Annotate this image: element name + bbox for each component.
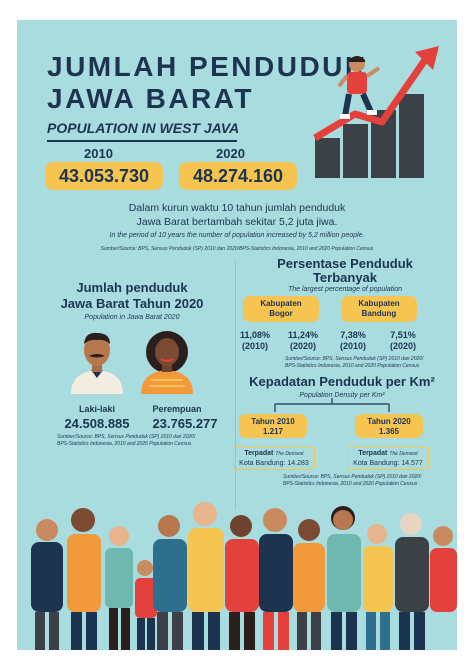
bandung-2010-value: 7,38% xyxy=(340,330,366,340)
densest-2010-en: The Densest xyxy=(275,451,304,457)
subtitle-underline xyxy=(47,140,237,142)
title-line-1: JUMLAH PENDUDUK xyxy=(47,51,368,82)
bandung-2020-value: 7,51% xyxy=(390,330,416,340)
male-label: Laki-laki xyxy=(78,404,116,414)
percentage-source-2: BPS-Statistics Indonesia, 2010 and 2020 … xyxy=(285,363,420,369)
growth-english: In the period of 10 years the number of … xyxy=(109,232,365,239)
percentage-title-2: Terbanyak xyxy=(312,270,378,285)
densest-2010-value: Kota Bandung: 14.283 xyxy=(239,460,309,467)
climbing-man-icon xyxy=(337,56,381,119)
bandung-2020-year: (2020) xyxy=(389,341,416,351)
pop2020-subtitle: Population in Jawa Barat 2020 xyxy=(84,314,180,321)
male-value: 24.508.885 xyxy=(64,416,130,431)
density-source-1: Sumber/Source: BPS, Sensus Penduduk (SP)… xyxy=(283,474,422,480)
pop2020-source-1: Sumber/Source: BPS, Sensus Penduduk (SP)… xyxy=(57,434,196,440)
pop2020-source-2: BPS-Statistics Indonesia, 2010 and 2020 … xyxy=(57,441,192,447)
bandung-2020-pct: 7,51% (2020) xyxy=(379,330,427,352)
title-line-2: JAWA BARAT xyxy=(47,83,254,114)
rising-arrow-icon xyxy=(313,46,439,142)
percentage-subtitle: The largest percentage of population xyxy=(287,286,403,293)
bogor-2020-year: (2020) xyxy=(289,341,316,351)
region-bogor-pill: Kabupaten Bogor xyxy=(243,296,319,322)
infographic-poster: JUMLAH PENDUDUK JAWA BARAT POPULATION IN… xyxy=(17,20,457,650)
crowd-illustration xyxy=(31,502,457,650)
growth-source: Sumber/Source: BPS, Sensus Penduduk (SP)… xyxy=(100,246,374,252)
density-2020-pill: Tahun 2020 1.365 xyxy=(355,414,423,438)
density-2010-label: Tahun 2010 xyxy=(251,417,295,426)
bogor-2020-value: 11,24% xyxy=(287,330,319,340)
density-branch-lines xyxy=(274,398,390,412)
density-title: Kepadatan Penduduk per Km² xyxy=(249,374,435,389)
bogor-2010-year: (2010) xyxy=(241,341,268,351)
densest-2010-label: Terpadat xyxy=(244,450,274,457)
region-bandung-line1: Kabupaten xyxy=(358,299,400,308)
densest-2020-box: Terpadat The Densest Kota Bandung: 14.57… xyxy=(347,446,429,470)
density-2020-label: Tahun 2020 xyxy=(367,417,411,426)
population-2010-value: 43.053.730 xyxy=(45,162,163,190)
density-subtitle: Population Density per Km² xyxy=(299,392,385,399)
bandung-2010-pct: 7,38% (2010) xyxy=(329,330,377,352)
female-avatar-icon xyxy=(141,331,193,394)
region-bogor-line1: Kabupaten xyxy=(260,299,302,308)
region-bandung-pill: Kabupaten Bandung xyxy=(341,296,417,322)
percentage-title-1: Persentase Penduduk xyxy=(277,256,413,271)
percentage-source-1: Sumber/Source: BPS, Sensus Penduduk (SP)… xyxy=(285,356,424,362)
year-2020-label: 2020 xyxy=(216,146,245,161)
densest-2020-en: The Densest xyxy=(389,451,418,457)
density-source-2: BPS-Statistics Indonesia, 2010 and 2020 … xyxy=(283,481,418,487)
density-2010-value: 1.217 xyxy=(262,427,284,436)
bandung-2010-year: (2010) xyxy=(339,341,366,351)
densest-2010-box: Terpadat The Densest Kota Bandung: 14.28… xyxy=(233,446,315,470)
growth-line-2: Jawa Barat bertambah sekitar 5,2 juta ji… xyxy=(136,216,338,228)
density-2010-pill: Tahun 2010 1.217 xyxy=(239,414,307,438)
growth-line-1: Dalam kurun waktu 10 tahun jumlah pendud… xyxy=(128,202,346,214)
bogor-2020-pct: 11,24% (2020) xyxy=(279,330,327,352)
population-2020-value: 48.274.160 xyxy=(179,162,297,190)
bogor-2010-value: 11,08% xyxy=(239,330,271,340)
bar-2 xyxy=(343,124,368,178)
region-bogor-line2: Bogor xyxy=(269,309,293,318)
densest-2020-value: Kota Bandung: 14.577 xyxy=(353,460,423,467)
male-avatar-icon xyxy=(71,332,123,394)
year-2010-label: 2010 xyxy=(84,146,113,161)
female-label: Perempuan xyxy=(152,404,202,414)
densest-2020-label: Terpadat xyxy=(358,450,388,457)
region-bandung-line2: Bandung xyxy=(361,309,397,318)
density-2020-value: 1.365 xyxy=(378,427,400,436)
bar-1 xyxy=(315,138,340,178)
female-value: 23.765.277 xyxy=(152,416,218,431)
bogor-2010-pct: 11,08% (2010) xyxy=(231,330,279,352)
subtitle: POPULATION IN WEST JAVA xyxy=(47,120,240,136)
crowd-people-icon xyxy=(31,502,457,650)
bar-4 xyxy=(399,94,424,178)
pop2020-title-2: Jawa Barat Tahun 2020 xyxy=(60,296,204,311)
pop2020-title-1: Jumlah penduduk xyxy=(76,280,188,295)
section-divider xyxy=(235,260,236,510)
